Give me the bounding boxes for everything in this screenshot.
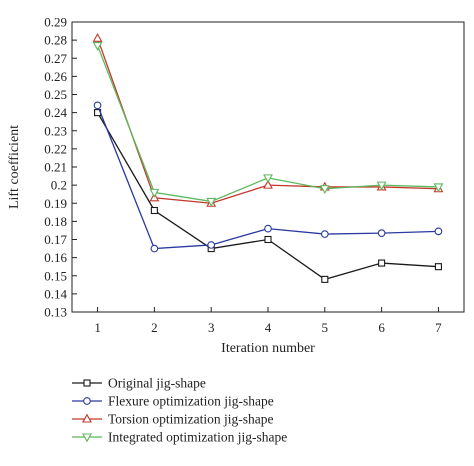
series-1 bbox=[94, 109, 442, 283]
legend-item: Torsion optimization jig-shape bbox=[72, 412, 274, 427]
legend-marker bbox=[82, 413, 92, 423]
legend-item: Flexure optimization jig-shape bbox=[72, 394, 274, 409]
data-point bbox=[92, 42, 103, 51]
data-point bbox=[433, 183, 444, 193]
plot-frame bbox=[71, 21, 465, 313]
legend-marker bbox=[82, 433, 92, 443]
legend: Original jig-shape Flexure optimization j… bbox=[72, 376, 287, 445]
legend-item: Original jig-shape bbox=[72, 376, 206, 391]
legend-label: Flexure optimization jig-shape bbox=[108, 394, 274, 409]
legend-label: Original jig-shape bbox=[108, 376, 206, 391]
x-tick-label: 1 bbox=[94, 320, 101, 335]
y-tick-label: 0.17 bbox=[44, 232, 67, 247]
data-point bbox=[434, 227, 443, 236]
data-point bbox=[263, 174, 273, 184]
y-tick-label: 0.22 bbox=[44, 141, 67, 156]
data-point bbox=[319, 185, 330, 195]
x-axis-title: Iteration number bbox=[221, 341, 315, 356]
series-layer bbox=[92, 32, 444, 283]
y-tick-label: 0.26 bbox=[44, 69, 67, 84]
legend-marker bbox=[83, 379, 91, 387]
data-point bbox=[149, 188, 160, 198]
data-point bbox=[263, 179, 273, 189]
x-tick-label: 4 bbox=[265, 320, 272, 335]
data-point bbox=[93, 101, 102, 110]
y-tick-label: 0.19 bbox=[44, 196, 67, 211]
y-tick-label: 0.27 bbox=[44, 51, 67, 66]
y-tick-label: 0.18 bbox=[44, 214, 67, 229]
legend-label: Integrated optimization jig-shape bbox=[108, 430, 287, 445]
y-tick-label: 0.15 bbox=[44, 268, 67, 283]
data-point bbox=[264, 235, 272, 244]
x-tick-label: 7 bbox=[435, 320, 442, 335]
data-point bbox=[207, 241, 216, 249]
data-point bbox=[320, 230, 329, 238]
y-tick-label: 0.2 bbox=[51, 178, 67, 193]
data-point bbox=[264, 224, 272, 233]
y-tick-label: 0.28 bbox=[44, 33, 67, 48]
x-tick-label: 6 bbox=[378, 320, 385, 335]
series-2 bbox=[93, 101, 443, 253]
data-point bbox=[150, 244, 159, 253]
x-tick-label: 2 bbox=[151, 320, 158, 335]
y-tick-label: 0.13 bbox=[44, 305, 67, 320]
data-point bbox=[150, 206, 158, 215]
x-tick-label: 5 bbox=[322, 320, 329, 335]
data-point bbox=[378, 259, 386, 267]
y-tick-label: 0.29 bbox=[44, 15, 67, 30]
y-tick-label: 0.21 bbox=[44, 160, 67, 175]
x-axis-ticks: 1 2 3 4 5 6 7 bbox=[94, 307, 442, 335]
y-tick-label: 0.23 bbox=[44, 123, 67, 138]
y-tick-label: 0.25 bbox=[44, 87, 67, 102]
legend-marker bbox=[83, 397, 91, 405]
y-axis-title: Lift coefficient bbox=[7, 125, 22, 209]
x-tick-label: 3 bbox=[208, 320, 215, 335]
data-point bbox=[92, 32, 103, 42]
legend-item: Integrated optimization jig-shape bbox=[72, 430, 287, 445]
legend-label: Torsion optimization jig-shape bbox=[108, 412, 274, 427]
data-point bbox=[376, 181, 387, 191]
data-point bbox=[434, 263, 442, 271]
data-point bbox=[377, 229, 386, 238]
data-point bbox=[321, 275, 329, 283]
y-tick-label: 0.24 bbox=[44, 105, 67, 120]
y-tick-label: 0.16 bbox=[44, 250, 67, 265]
y-tick-label: 0.14 bbox=[44, 286, 67, 301]
data-point bbox=[206, 197, 217, 207]
series-4 bbox=[92, 42, 444, 207]
series-line bbox=[97, 112, 439, 281]
y-axis-ticks: 0.13 0.14 0.15 0.16 0.17 0.18 0.19 0.2 0.21 0.22 0… bbox=[44, 15, 77, 320]
